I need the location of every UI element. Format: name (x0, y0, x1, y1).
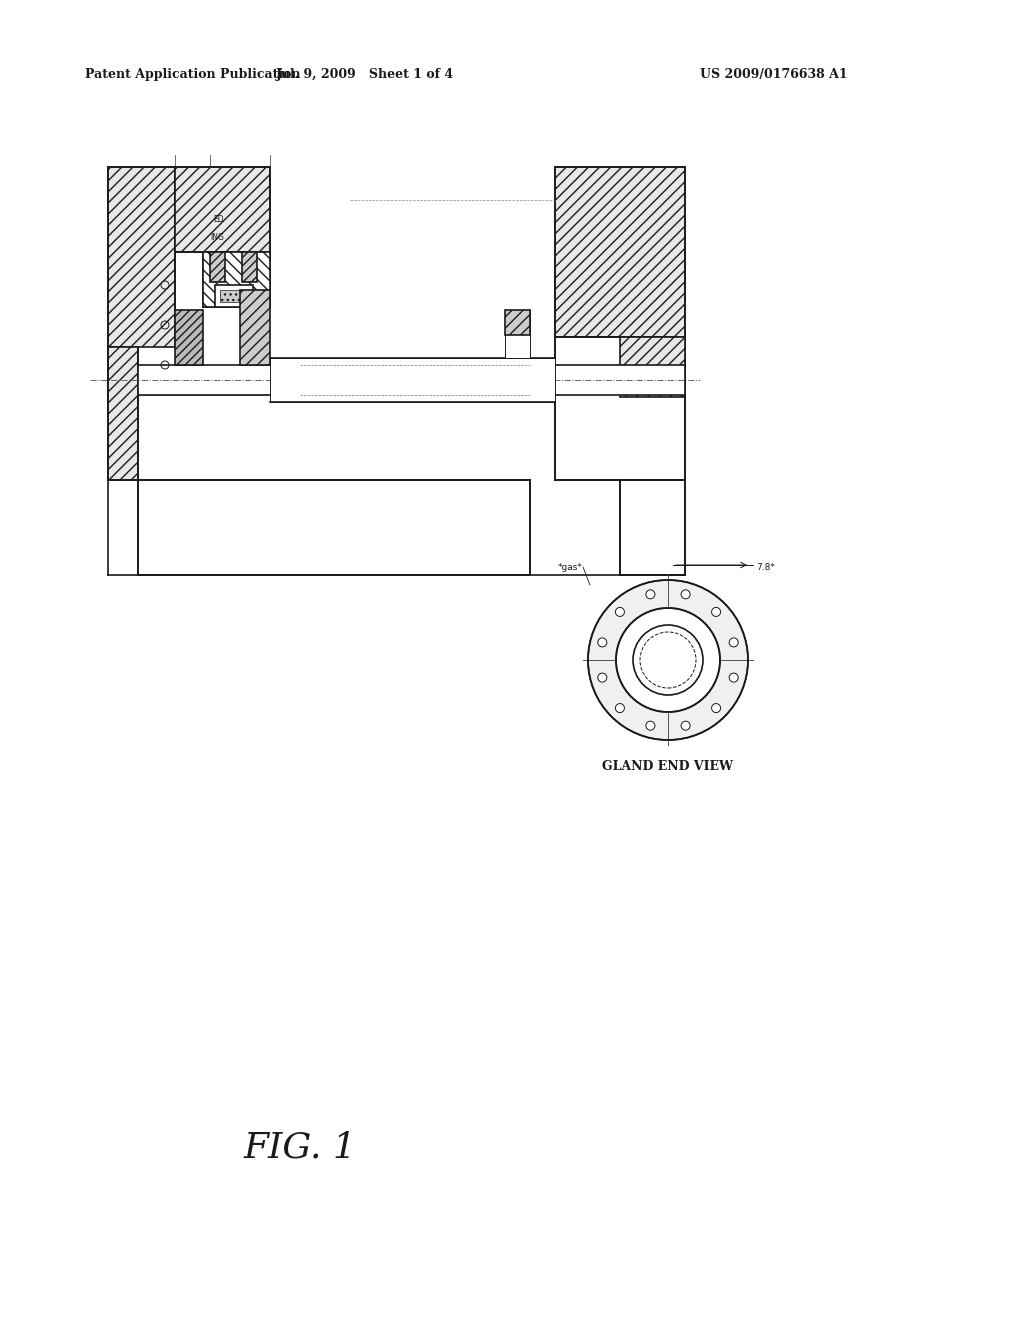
Bar (242, 252, 257, 282)
Text: Jul. 9, 2009   Sheet 1 of 4: Jul. 9, 2009 Sheet 1 of 4 (275, 69, 454, 81)
Bar (175, 168, 270, 252)
Text: US 2009/0176638 A1: US 2009/0176638 A1 (700, 69, 848, 81)
Bar (203, 252, 270, 308)
Circle shape (615, 704, 625, 713)
Bar (220, 290, 248, 302)
Bar (505, 310, 530, 358)
Text: 7.8*: 7.8* (756, 564, 775, 573)
Bar (555, 168, 685, 337)
Bar (203, 252, 270, 308)
Bar (175, 310, 203, 366)
Circle shape (712, 704, 721, 713)
Bar (240, 290, 270, 366)
Circle shape (729, 638, 738, 647)
Text: *gas*: *gas* (558, 564, 583, 573)
Circle shape (729, 673, 738, 682)
Circle shape (588, 579, 748, 741)
Circle shape (646, 590, 655, 599)
Text: Patent Application Publication: Patent Application Publication (85, 69, 300, 81)
Circle shape (616, 609, 720, 711)
Bar (108, 168, 175, 347)
Circle shape (681, 590, 690, 599)
Bar (270, 358, 555, 403)
Text: FIG. 1: FIG. 1 (244, 1130, 356, 1164)
Bar (138, 480, 530, 576)
Circle shape (712, 607, 721, 616)
Bar (505, 310, 530, 335)
Text: ING: ING (210, 234, 224, 242)
Bar (215, 285, 253, 308)
Circle shape (598, 638, 607, 647)
Circle shape (598, 673, 607, 682)
Circle shape (646, 721, 655, 730)
Circle shape (681, 721, 690, 730)
Circle shape (615, 607, 625, 616)
Text: GLAND END VIEW: GLAND END VIEW (602, 760, 733, 774)
Bar (555, 337, 685, 480)
Circle shape (633, 624, 703, 696)
Bar (620, 480, 685, 576)
Bar (138, 366, 685, 395)
Bar (108, 347, 138, 480)
Bar (620, 337, 685, 397)
Text: ED: ED (213, 215, 223, 224)
Bar (210, 252, 225, 282)
